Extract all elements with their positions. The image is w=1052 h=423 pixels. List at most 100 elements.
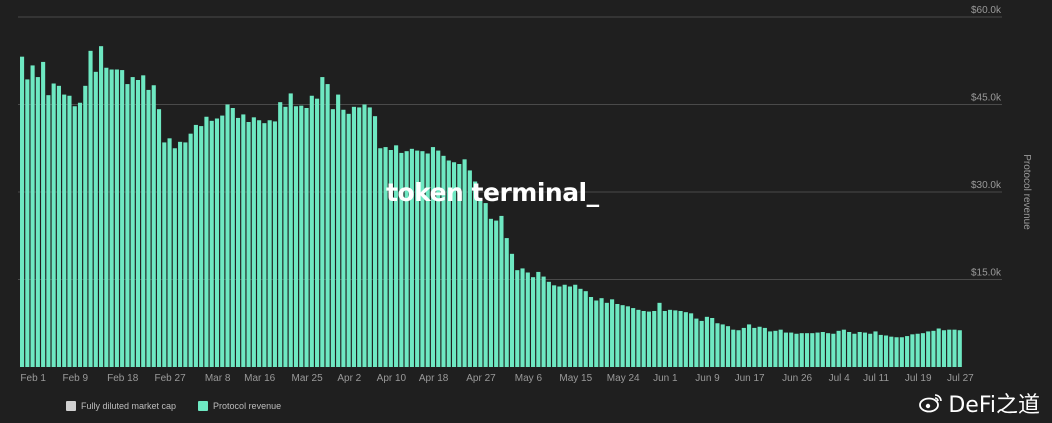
bar[interactable] xyxy=(657,302,662,367)
bar[interactable] xyxy=(125,84,130,367)
bar[interactable] xyxy=(35,77,40,367)
bar[interactable] xyxy=(146,89,151,368)
bar[interactable] xyxy=(446,160,451,368)
bar[interactable] xyxy=(430,147,436,367)
bar[interactable] xyxy=(699,320,704,367)
bar[interactable] xyxy=(51,83,56,368)
bar[interactable] xyxy=(604,302,609,367)
bar[interactable] xyxy=(336,94,341,367)
bar[interactable] xyxy=(309,95,314,367)
bar[interactable] xyxy=(747,324,752,367)
bar[interactable] xyxy=(188,133,193,367)
bar[interactable] xyxy=(72,106,77,367)
bar[interactable] xyxy=(789,332,794,367)
bar[interactable] xyxy=(483,203,488,367)
bar[interactable] xyxy=(926,331,931,367)
bar[interactable] xyxy=(720,324,725,367)
bar[interactable] xyxy=(894,337,899,367)
bar[interactable] xyxy=(826,333,831,367)
bar[interactable] xyxy=(225,104,230,368)
bar[interactable] xyxy=(383,147,388,367)
bar[interactable] xyxy=(762,327,767,367)
bar[interactable] xyxy=(536,271,541,367)
bar[interactable] xyxy=(736,330,741,367)
bar[interactable] xyxy=(488,218,493,367)
bar[interactable] xyxy=(931,330,936,367)
bar[interactable] xyxy=(441,155,446,367)
bar[interactable] xyxy=(504,238,509,367)
bar[interactable] xyxy=(957,330,962,367)
bar[interactable] xyxy=(941,330,947,367)
bar[interactable] xyxy=(104,67,109,367)
bar[interactable] xyxy=(952,329,957,367)
bar[interactable] xyxy=(109,69,114,368)
bar[interactable] xyxy=(367,107,372,368)
bar[interactable] xyxy=(409,148,414,367)
bar[interactable] xyxy=(710,318,715,367)
bar[interactable] xyxy=(378,148,383,367)
bar[interactable] xyxy=(114,69,119,368)
bar[interactable] xyxy=(141,75,146,367)
bar[interactable] xyxy=(99,46,104,368)
bar[interactable] xyxy=(541,276,546,367)
bar[interactable] xyxy=(93,71,98,367)
bar[interactable] xyxy=(799,333,804,367)
bar[interactable] xyxy=(346,113,351,367)
bar[interactable] xyxy=(815,332,820,367)
bar[interactable] xyxy=(673,310,678,367)
bar[interactable] xyxy=(399,152,404,367)
bar[interactable] xyxy=(199,126,204,367)
bar[interactable] xyxy=(878,334,883,367)
bar[interactable] xyxy=(567,286,572,368)
bar[interactable] xyxy=(615,304,620,367)
bar[interactable] xyxy=(689,313,694,367)
bar[interactable] xyxy=(67,95,72,367)
bar[interactable] xyxy=(172,148,177,367)
bar[interactable] xyxy=(783,332,788,367)
bar[interactable] xyxy=(631,308,636,367)
bar[interactable] xyxy=(183,142,188,367)
bar[interactable] xyxy=(404,151,409,367)
bar[interactable] xyxy=(56,85,61,367)
bar[interactable] xyxy=(820,332,825,367)
bar[interactable] xyxy=(351,106,356,367)
bar[interactable] xyxy=(30,65,35,368)
bar[interactable] xyxy=(873,331,878,367)
bar[interactable] xyxy=(415,150,420,367)
bar[interactable] xyxy=(325,84,330,367)
bar[interactable] xyxy=(151,85,156,367)
bar[interactable] xyxy=(557,286,562,368)
bar[interactable] xyxy=(841,329,846,367)
bar[interactable] xyxy=(715,323,720,367)
bar[interactable] xyxy=(267,120,272,367)
bar[interactable] xyxy=(599,298,604,367)
bar[interactable] xyxy=(810,333,815,367)
bar[interactable] xyxy=(494,220,499,367)
bar[interactable] xyxy=(246,122,251,367)
bar[interactable] xyxy=(220,115,225,367)
bar[interactable] xyxy=(283,106,288,367)
bar[interactable] xyxy=(704,316,709,367)
bar[interactable] xyxy=(594,300,599,368)
bar[interactable] xyxy=(520,268,525,367)
bar[interactable] xyxy=(804,333,810,367)
bar[interactable] xyxy=(130,77,135,367)
bar[interactable] xyxy=(178,141,183,367)
bar[interactable] xyxy=(868,333,873,367)
bar[interactable] xyxy=(62,94,67,367)
bar[interactable] xyxy=(499,215,504,367)
bar[interactable] xyxy=(315,98,320,368)
bar[interactable] xyxy=(167,138,172,367)
bar[interactable] xyxy=(425,153,430,368)
bar[interactable] xyxy=(862,332,868,367)
bar[interactable] xyxy=(83,85,88,367)
bar[interactable] xyxy=(583,291,588,367)
bar[interactable] xyxy=(531,277,536,367)
bar[interactable] xyxy=(388,150,393,367)
bar[interactable] xyxy=(725,326,731,367)
bar[interactable] xyxy=(636,309,641,367)
bar[interactable] xyxy=(731,329,736,367)
bar[interactable] xyxy=(241,114,246,367)
bar[interactable] xyxy=(46,95,51,368)
bar[interactable] xyxy=(209,120,214,367)
